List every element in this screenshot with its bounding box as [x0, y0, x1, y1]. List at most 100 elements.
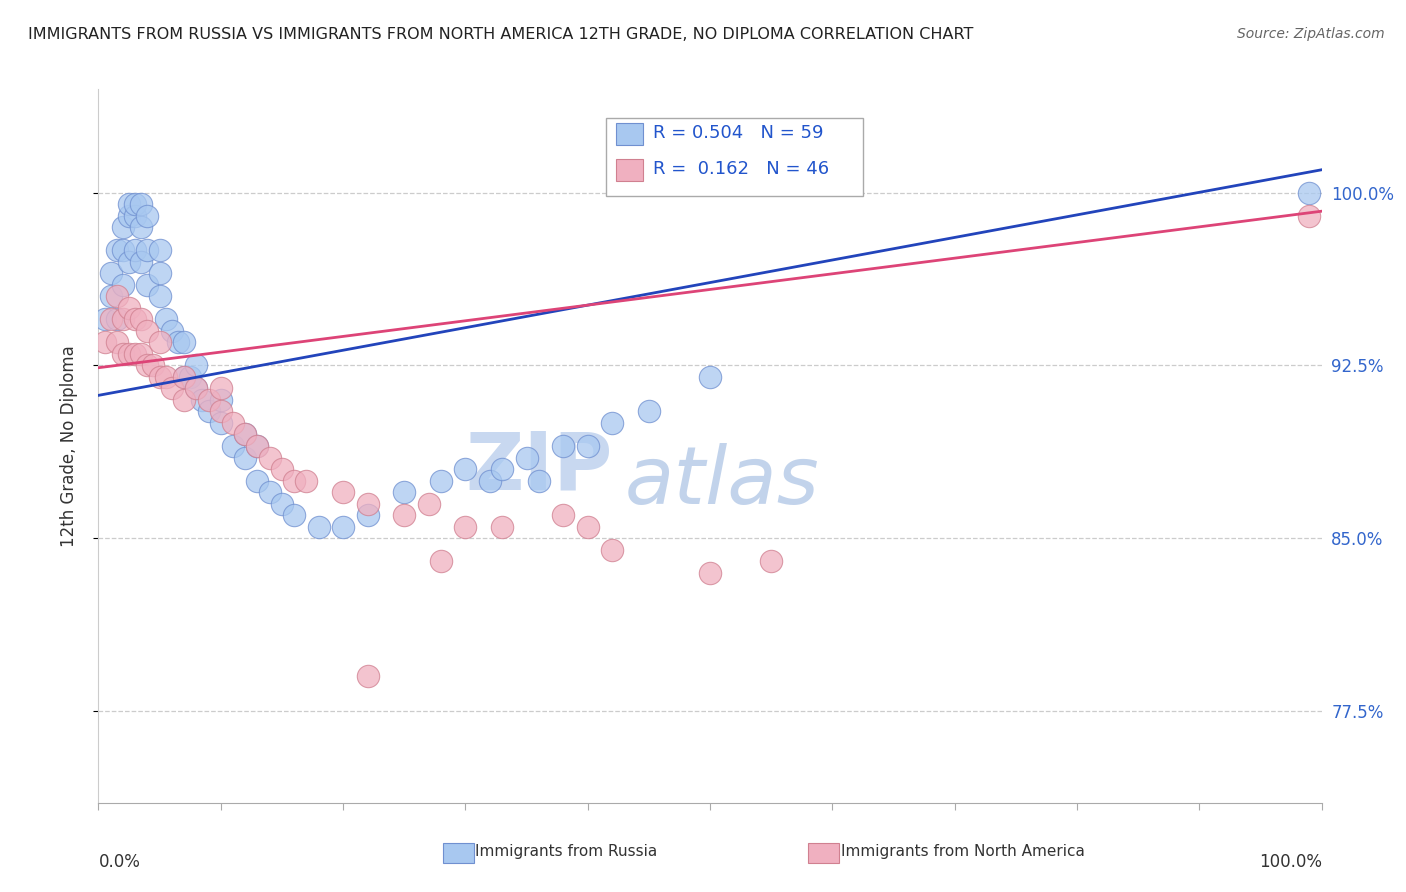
Point: [173, 335, 195, 350]
Point: [491, 519, 513, 533]
Point: [149, 289, 172, 303]
Point: [209, 381, 232, 395]
Point: [149, 266, 172, 280]
Point: [222, 416, 245, 430]
Bar: [808, 843, 839, 863]
Point: [392, 508, 416, 522]
Text: Immigrants from Russia: Immigrants from Russia: [475, 845, 658, 859]
Point: [283, 474, 305, 488]
Point: [124, 244, 146, 258]
Point: [270, 462, 294, 476]
Point: [1298, 209, 1320, 223]
Point: [173, 370, 195, 384]
Point: [142, 359, 165, 373]
Point: [100, 312, 122, 326]
Point: [149, 244, 172, 258]
Point: [209, 416, 232, 430]
Point: [129, 197, 152, 211]
Text: 100.0%: 100.0%: [1258, 854, 1322, 871]
Point: [136, 324, 159, 338]
Point: [118, 347, 141, 361]
Point: [118, 209, 141, 223]
Point: [259, 485, 281, 500]
Point: [186, 359, 208, 373]
Point: [332, 485, 354, 500]
Text: IMMIGRANTS FROM RUSSIA VS IMMIGRANTS FROM NORTH AMERICA 12TH GRADE, NO DIPLOMA C: IMMIGRANTS FROM RUSSIA VS IMMIGRANTS FRO…: [28, 27, 973, 42]
Point: [136, 359, 159, 373]
Point: [430, 474, 453, 488]
Point: [283, 508, 305, 522]
Point: [93, 335, 115, 350]
Point: [118, 301, 141, 315]
Point: [295, 474, 318, 488]
Point: [155, 312, 177, 326]
Point: [118, 197, 141, 211]
Point: [160, 381, 183, 395]
Point: [527, 474, 550, 488]
Point: [186, 381, 208, 395]
Point: [105, 335, 128, 350]
Point: [515, 450, 537, 465]
Point: [124, 312, 146, 326]
Point: [173, 370, 195, 384]
Point: [761, 554, 783, 568]
Point: [111, 347, 134, 361]
Point: [478, 474, 501, 488]
Point: [356, 497, 378, 511]
Point: [553, 508, 575, 522]
Text: R =  0.162   N = 46: R = 0.162 N = 46: [652, 161, 828, 178]
Point: [233, 427, 256, 442]
Point: [149, 335, 172, 350]
Point: [129, 220, 152, 235]
Point: [699, 566, 721, 580]
Point: [105, 244, 128, 258]
Point: [118, 255, 141, 269]
Point: [124, 209, 146, 223]
Point: [392, 485, 416, 500]
Point: [197, 392, 219, 407]
Point: [105, 312, 128, 326]
Y-axis label: 12th Grade, No Diploma: 12th Grade, No Diploma: [59, 345, 77, 547]
Point: [454, 519, 477, 533]
Point: [356, 508, 378, 522]
Point: [93, 312, 115, 326]
Point: [356, 669, 378, 683]
Text: atlas: atlas: [624, 442, 820, 521]
Text: 0.0%: 0.0%: [98, 854, 141, 871]
Text: R = 0.504   N = 59: R = 0.504 N = 59: [652, 125, 823, 143]
Point: [553, 439, 575, 453]
Point: [209, 392, 232, 407]
Point: [136, 244, 159, 258]
Bar: [616, 159, 643, 180]
Text: ZIP: ZIP: [465, 428, 612, 507]
Point: [186, 381, 208, 395]
Point: [100, 266, 122, 280]
Point: [111, 220, 134, 235]
Point: [246, 439, 269, 453]
Point: [111, 312, 134, 326]
Point: [111, 244, 134, 258]
Point: [136, 277, 159, 292]
Point: [155, 370, 177, 384]
Point: [100, 289, 122, 303]
Point: [259, 450, 281, 465]
Point: [124, 197, 146, 211]
Point: [699, 370, 721, 384]
Point: [491, 462, 513, 476]
Point: [173, 392, 195, 407]
Point: [105, 289, 128, 303]
Point: [1298, 186, 1320, 200]
Point: [233, 450, 256, 465]
Point: [136, 209, 159, 223]
Point: [167, 335, 190, 350]
Point: [111, 277, 134, 292]
Point: [160, 324, 183, 338]
Point: [179, 370, 201, 384]
Point: [246, 439, 269, 453]
Point: [600, 542, 623, 557]
Point: [430, 554, 453, 568]
Point: [124, 347, 146, 361]
Point: [600, 416, 623, 430]
Point: [209, 404, 232, 418]
Point: [129, 255, 152, 269]
